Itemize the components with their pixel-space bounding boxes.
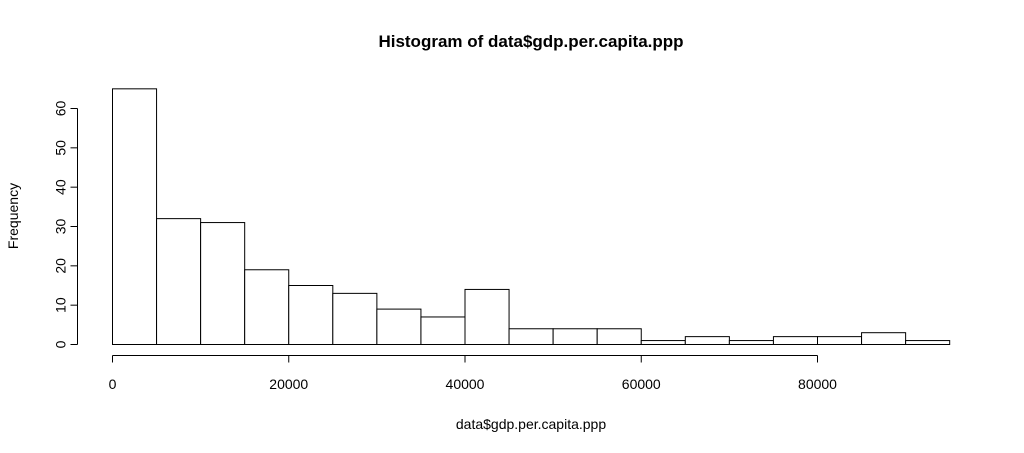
x-axis: 0 20000 40000 60000 80000 — [109, 355, 837, 392]
histogram-bar — [332, 292, 378, 346]
y-axis: 0 10 20 30 40 50 60 — [53, 101, 78, 348]
histogram-bar — [640, 340, 686, 346]
histogram-bar — [112, 88, 158, 346]
histogram-bar — [508, 328, 554, 345]
y-tick-label: 50 — [53, 140, 69, 156]
histogram-bar — [288, 285, 334, 345]
histogram-bars — [112, 88, 951, 346]
histogram-bar — [420, 316, 466, 346]
y-tick-label: 40 — [53, 179, 69, 195]
histogram-bar — [905, 340, 951, 346]
chart-title: Histogram of data$gdp.per.capita.ppp — [378, 32, 683, 51]
y-tick-label: 30 — [53, 219, 69, 235]
y-tick-label: 10 — [53, 297, 69, 313]
histogram-bar — [200, 222, 246, 345]
x-tick-label: 20000 — [269, 376, 308, 392]
histogram-bar — [728, 340, 774, 346]
y-tick-label: 20 — [53, 258, 69, 274]
y-tick-label: 0 — [53, 340, 69, 348]
histogram-bar — [772, 336, 818, 345]
x-tick-label: 0 — [109, 376, 117, 392]
histogram-bar — [684, 336, 730, 345]
histogram-bar — [596, 328, 642, 345]
y-axis-label: Frequency — [5, 183, 21, 249]
x-tick-label: 40000 — [446, 376, 485, 392]
histogram-bar — [817, 336, 863, 345]
x-tick-label: 80000 — [798, 376, 837, 392]
histogram-bar — [244, 269, 290, 345]
x-tick-label: 60000 — [622, 376, 661, 392]
histogram-bar — [552, 328, 598, 345]
y-tick-label: 60 — [53, 101, 69, 117]
histogram-bar — [464, 288, 510, 345]
x-axis-label: data$gdp.per.capita.ppp — [456, 416, 606, 432]
histogram-bar — [861, 332, 907, 346]
histogram-bar — [376, 308, 422, 346]
histogram-bar — [156, 218, 202, 345]
